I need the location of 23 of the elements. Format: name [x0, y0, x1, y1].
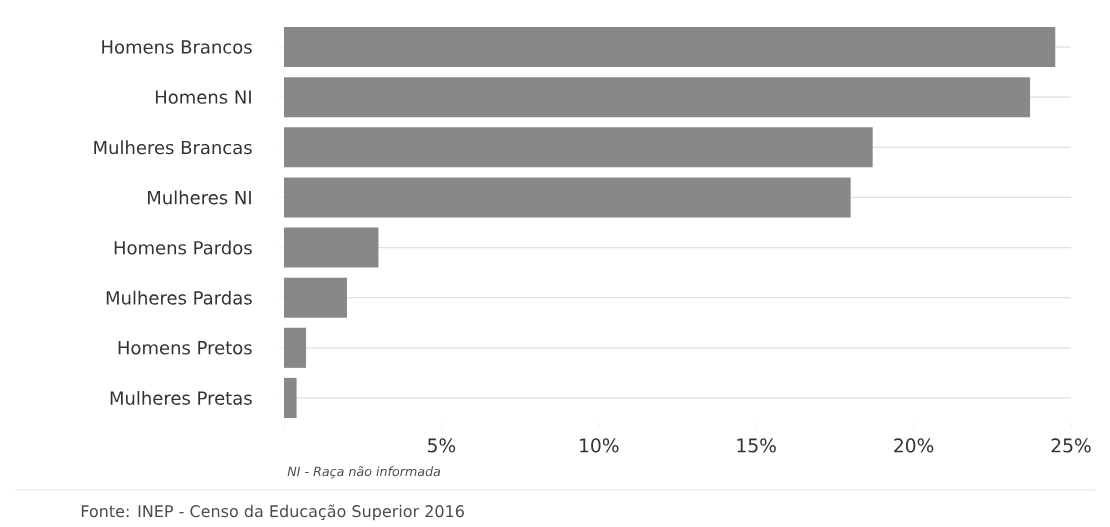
x-tick-label: 10% [580, 438, 619, 453]
bar [284, 277, 347, 318]
y-tick-label: Homens Pretos [118, 341, 252, 355]
bar [284, 327, 307, 368]
bar [284, 77, 1031, 118]
bar [284, 377, 297, 418]
y-tick-label: Mulheres Pardas [106, 290, 252, 305]
y-tick-label: Mulheres Brancas [94, 140, 252, 155]
y-tick-label: Homens NI [155, 90, 251, 104]
y-tick-label: Homens Brancos [102, 40, 252, 54]
x-tick-label: 20% [894, 438, 934, 453]
y-tick-label: Homens Pardos [114, 240, 252, 255]
bar [284, 27, 1056, 68]
y-tick-label: Mulheres NI [148, 190, 251, 205]
text: NI - Raça não informada [287, 466, 441, 479]
x-tick-label: 15% [737, 438, 776, 453]
source-note: Fonte: INEP - Censo da Educação Superior 2016 [81, 504, 464, 521]
bar [284, 177, 851, 218]
bar [284, 227, 379, 268]
bar [284, 127, 873, 168]
x-tick-label: 25% [1051, 438, 1091, 453]
x-tick-label: 5% [428, 438, 456, 453]
y-tick-label: Mulheres Pretas [110, 390, 252, 405]
